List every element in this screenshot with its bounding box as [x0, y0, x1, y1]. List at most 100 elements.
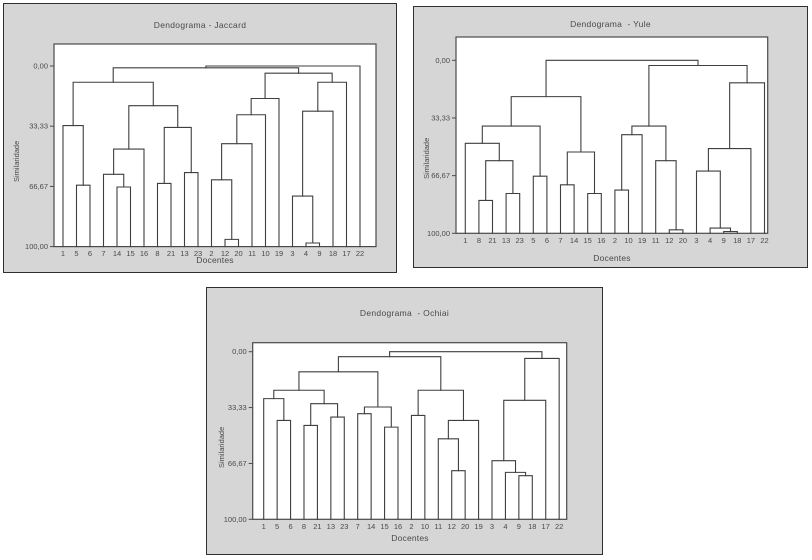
- leaf-label: 19: [275, 249, 283, 258]
- x-axis-label: Docentes: [196, 255, 234, 265]
- dendrogram-panel-ochiai: 0,00 33,33 66,67 100,00 1 5 6 8 21 13 23 7 14 15 16 2 10…: [206, 287, 603, 555]
- leaf-label: 17: [542, 522, 550, 531]
- leaf-label: 14: [367, 522, 375, 531]
- leaf-label: 6: [88, 249, 92, 258]
- leaf-label: 7: [558, 236, 562, 245]
- leaf-label: 1: [262, 522, 266, 531]
- leaf-label: 13: [180, 249, 188, 258]
- leaf-label: 5: [275, 522, 279, 531]
- leaf-label: 9: [722, 236, 726, 245]
- panel-title: Dendograma - Yule: [570, 19, 651, 29]
- leaf-label: 15: [584, 236, 592, 245]
- leaf-label: 11: [248, 249, 256, 258]
- leaf-label: 4: [503, 522, 507, 531]
- leaf-label: 9: [317, 249, 321, 258]
- leaf-label: 4: [304, 249, 308, 258]
- x-axis-label: Docentes: [391, 533, 429, 543]
- dendrogram-link: [205, 65, 361, 248]
- leaf-label: 15: [380, 522, 388, 531]
- leaf-label: 12: [448, 522, 456, 531]
- leaf-label: 23: [516, 236, 524, 245]
- y-tick-label: 33,33: [431, 113, 450, 122]
- leaf-label: 7: [101, 249, 105, 258]
- leaf-label: 18: [329, 249, 337, 258]
- leaf-label: 8: [155, 249, 159, 258]
- leaf-label: 22: [555, 522, 563, 531]
- leaf-label: 8: [477, 236, 481, 245]
- leaf-label: 9: [517, 522, 521, 531]
- leaf-label: 3: [490, 522, 494, 531]
- plot-frame: [252, 342, 568, 520]
- dendrogram-link: [545, 59, 699, 98]
- y-axis-label: Similaridade: [422, 137, 431, 179]
- leaf-label: 13: [502, 236, 510, 245]
- leaf-label: 12: [665, 236, 673, 245]
- dendrogram-panel-jaccard: 0,00 33,33 66,67 100,00 1 5 6 7 14 15 16 8 21 13 23 2 12…: [3, 3, 397, 273]
- leaf-label: 10: [624, 236, 632, 245]
- plot-frame: [53, 43, 377, 248]
- leaf-label: 2: [613, 236, 617, 245]
- leaf-label: 11: [434, 522, 442, 531]
- leaf-label: 23: [194, 249, 202, 258]
- dendrogram-panel-yule: 0,00 33,33 66,67 100,00 1 8 21 13 23 5 6 7 14 15 16 2 10…: [413, 6, 808, 268]
- leaf-label: 22: [760, 236, 768, 245]
- leaf-label: 2: [409, 522, 413, 531]
- leaf-label: 5: [74, 249, 78, 258]
- leaf-label: 7: [356, 522, 360, 531]
- leaf-label: 5: [531, 236, 535, 245]
- dendrogram-link: [389, 351, 543, 359]
- y-tick-label: 66,67: [228, 459, 247, 468]
- leaf-label: 16: [140, 249, 148, 258]
- leaf-label: 16: [597, 236, 605, 245]
- leaf-label: 12: [221, 249, 229, 258]
- leaf-label: 4: [708, 236, 712, 245]
- leaf-label: 6: [288, 522, 292, 531]
- leaf-label: 21: [488, 236, 496, 245]
- leaf-label: 21: [313, 522, 321, 531]
- leaf-label: 2: [209, 249, 213, 258]
- y-tick-label: 33,33: [29, 122, 48, 131]
- leaf-label: 17: [342, 249, 350, 258]
- y-tick-label: 0,00: [232, 347, 247, 356]
- leaf-label: 10: [421, 522, 429, 531]
- leaf-label: 23: [340, 522, 348, 531]
- leaf-label: 22: [356, 249, 364, 258]
- y-tick-label: 0,00: [435, 56, 450, 65]
- plot-frame: [455, 36, 769, 234]
- leaf-label: 15: [126, 249, 134, 258]
- leaf-label: 6: [545, 236, 549, 245]
- leaf-label: 10: [261, 249, 269, 258]
- leaf-label: 18: [528, 522, 536, 531]
- leaf-label: 17: [747, 236, 755, 245]
- leaf-label: 14: [113, 249, 121, 258]
- x-axis-label: Docentes: [593, 253, 631, 263]
- leaf-label: 18: [733, 236, 741, 245]
- y-tick-label: 100,00: [427, 229, 450, 238]
- leaf-label: 1: [61, 249, 65, 258]
- y-axis-label: Similaridade: [12, 140, 21, 182]
- panel-title: Dendograma - Jaccard: [153, 20, 247, 30]
- leaf-label: 14: [570, 236, 578, 245]
- y-tick-label: 33,33: [228, 403, 247, 412]
- leaf-label: 13: [327, 522, 335, 531]
- leaf-label: 1: [463, 236, 467, 245]
- leaf-label: 3: [290, 249, 294, 258]
- leaf-label: 8: [302, 522, 306, 531]
- leaf-label: 21: [167, 249, 175, 258]
- y-tick-label: 66,67: [431, 171, 450, 180]
- leaf-label: 19: [474, 522, 482, 531]
- leaf-label: 20: [679, 236, 687, 245]
- y-tick-label: 66,67: [29, 182, 48, 191]
- y-axis-label: Similaridade: [217, 426, 226, 468]
- leaf-label: 20: [234, 249, 242, 258]
- y-tick-label: 100,00: [224, 515, 247, 524]
- leaf-label: 3: [694, 236, 698, 245]
- leaf-label: 11: [652, 236, 660, 245]
- panel-title: Dendograma - Ochiai: [359, 308, 450, 318]
- leaf-label: 19: [638, 236, 646, 245]
- y-tick-label: 0,00: [33, 62, 48, 71]
